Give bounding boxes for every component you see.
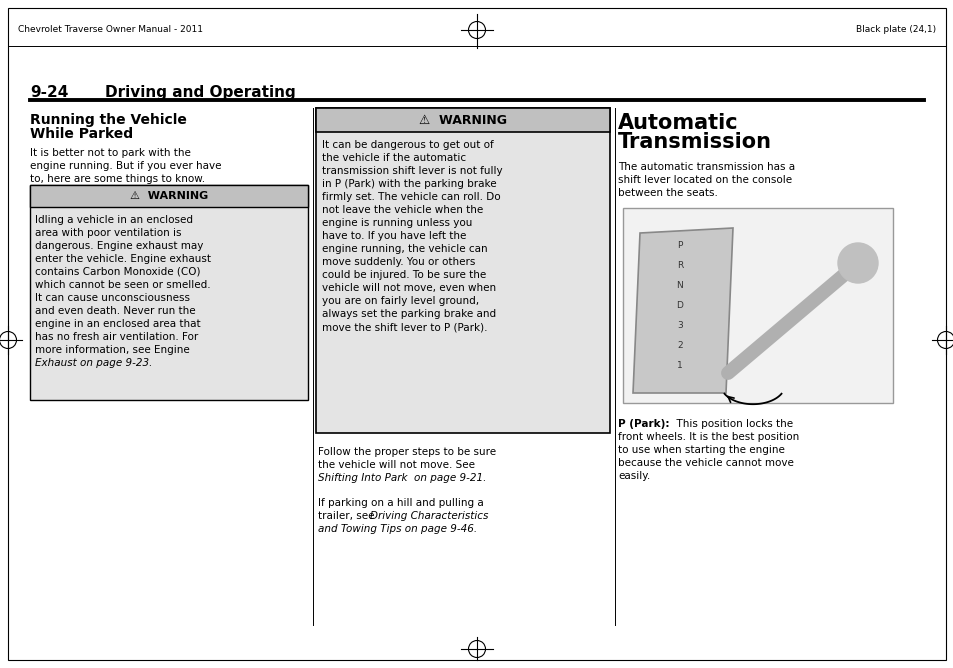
Text: Follow the proper steps to be sure: Follow the proper steps to be sure (317, 447, 496, 457)
Text: Black plate (24,1): Black plate (24,1) (855, 25, 935, 35)
Text: area with poor ventilation is: area with poor ventilation is (35, 228, 181, 238)
Text: in P (Park) with the parking brake: in P (Park) with the parking brake (322, 179, 497, 189)
Text: could be injured. To be sure the: could be injured. To be sure the (322, 270, 486, 280)
Text: N: N (676, 281, 682, 291)
Text: front wheels. It is the best position: front wheels. It is the best position (618, 432, 799, 442)
Text: Transmission: Transmission (618, 132, 771, 152)
Text: because the vehicle cannot move: because the vehicle cannot move (618, 458, 793, 468)
Text: and Towing Tips on page 9-46.: and Towing Tips on page 9-46. (317, 524, 476, 534)
Text: Chevrolet Traverse Owner Manual - 2011: Chevrolet Traverse Owner Manual - 2011 (18, 25, 203, 35)
Text: trailer, see: trailer, see (317, 511, 377, 521)
Text: shift lever located on the console: shift lever located on the console (618, 175, 791, 185)
Text: and even death. Never run the: and even death. Never run the (35, 306, 195, 316)
Text: move the shift lever to P (Park).: move the shift lever to P (Park). (322, 322, 487, 332)
Text: easily.: easily. (618, 471, 650, 481)
Text: the vehicle if the automatic: the vehicle if the automatic (322, 153, 466, 163)
Text: This position locks the: This position locks the (669, 419, 792, 429)
Text: 3: 3 (677, 321, 682, 331)
Text: always set the parking brake and: always set the parking brake and (322, 309, 496, 319)
Polygon shape (633, 228, 732, 393)
Text: to use when starting the engine: to use when starting the engine (618, 445, 784, 455)
Text: It can be dangerous to get out of: It can be dangerous to get out of (322, 140, 494, 150)
Text: engine is running unless you: engine is running unless you (322, 218, 472, 228)
Text: It is better not to park with the: It is better not to park with the (30, 148, 191, 158)
Text: which cannot be seen or smelled.: which cannot be seen or smelled. (35, 280, 211, 290)
Text: Automatic: Automatic (618, 113, 738, 133)
Text: vehicle will not move, even when: vehicle will not move, even when (322, 283, 496, 293)
Text: It can cause unconsciousness: It can cause unconsciousness (35, 293, 190, 303)
Text: P: P (677, 242, 682, 250)
Text: has no fresh air ventilation. For: has no fresh air ventilation. For (35, 332, 198, 342)
Text: engine running. But if you ever have: engine running. But if you ever have (30, 161, 221, 171)
Text: engine running, the vehicle can: engine running, the vehicle can (322, 244, 487, 254)
Text: have to. If you have left the: have to. If you have left the (322, 231, 466, 241)
Text: 1: 1 (677, 361, 682, 371)
Text: not leave the vehicle when the: not leave the vehicle when the (322, 205, 483, 215)
Text: move suddenly. You or others: move suddenly. You or others (322, 257, 475, 267)
Text: Idling a vehicle in an enclosed: Idling a vehicle in an enclosed (35, 215, 193, 225)
Text: 9-24: 9-24 (30, 85, 69, 100)
Text: The automatic transmission has a: The automatic transmission has a (618, 162, 794, 172)
Text: transmission shift lever is not fully: transmission shift lever is not fully (322, 166, 502, 176)
Text: you are on fairly level ground,: you are on fairly level ground, (322, 296, 478, 306)
Text: firmly set. The vehicle can roll. Do: firmly set. The vehicle can roll. Do (322, 192, 500, 202)
Bar (30, 185, 308, 207)
Bar (315, 108, 609, 433)
Text: Driving Characteristics: Driving Characteristics (370, 511, 488, 521)
Text: 2: 2 (677, 341, 682, 351)
Text: P (Park):: P (Park): (618, 419, 669, 429)
Text: engine in an enclosed area that: engine in an enclosed area that (35, 319, 200, 329)
Text: the vehicle will not move. See: the vehicle will not move. See (317, 460, 475, 470)
Text: ⚠  WARNING: ⚠ WARNING (130, 191, 208, 201)
Text: to, here are some things to know.: to, here are some things to know. (30, 174, 205, 184)
Text: If parking on a hill and pulling a: If parking on a hill and pulling a (317, 498, 483, 508)
Bar (315, 108, 609, 132)
Text: While Parked: While Parked (30, 127, 133, 141)
Text: enter the vehicle. Engine exhaust: enter the vehicle. Engine exhaust (35, 254, 211, 264)
Bar (30, 185, 308, 400)
Text: Shifting Into Park  on page 9-21.: Shifting Into Park on page 9-21. (317, 473, 486, 483)
Text: contains Carbon Monoxide (CO): contains Carbon Monoxide (CO) (35, 267, 200, 277)
Text: D: D (676, 301, 682, 311)
Circle shape (837, 243, 877, 283)
Text: R: R (677, 261, 682, 271)
Text: Exhaust on page 9-23.: Exhaust on page 9-23. (35, 358, 152, 368)
Text: between the seats.: between the seats. (618, 188, 717, 198)
Text: Driving and Operating: Driving and Operating (105, 85, 295, 100)
Bar (622, 208, 892, 403)
Text: more information, see Engine: more information, see Engine (35, 345, 190, 355)
Text: ⚠  WARNING: ⚠ WARNING (418, 114, 506, 126)
Text: dangerous. Engine exhaust may: dangerous. Engine exhaust may (35, 241, 203, 251)
Text: Running the Vehicle: Running the Vehicle (30, 113, 187, 127)
